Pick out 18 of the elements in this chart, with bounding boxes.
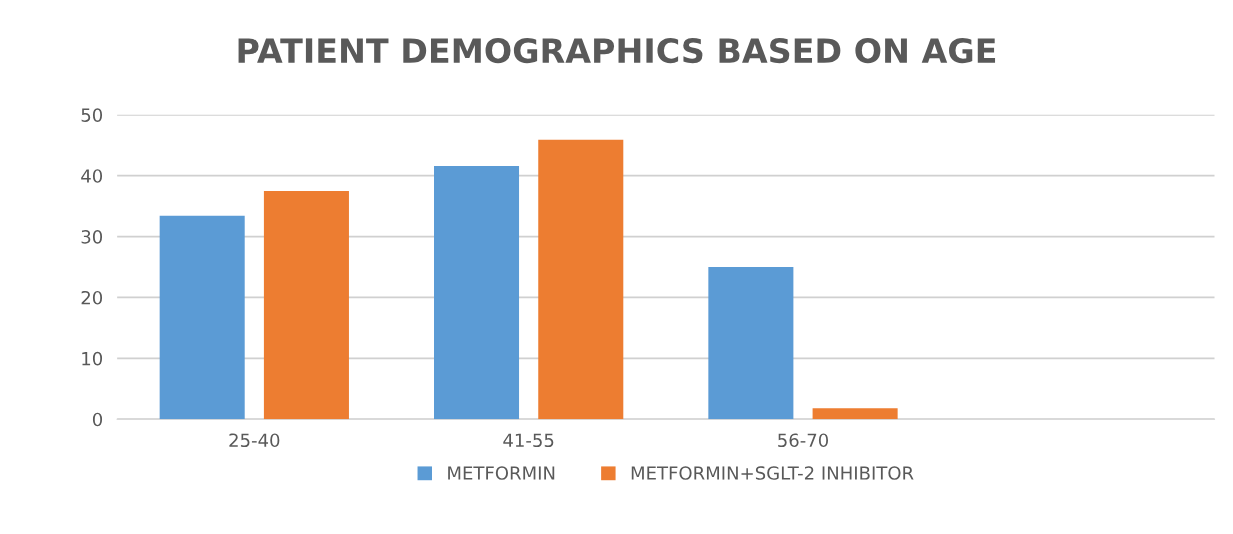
bar	[263, 190, 349, 420]
y-tick-label: 50	[81, 108, 103, 122]
x-tick-label: 56-70	[778, 433, 829, 448]
x-tick-label: 25-40	[229, 433, 280, 448]
legend-label: METFORMIN	[448, 466, 555, 480]
y-tick-label: 30	[81, 230, 103, 244]
y-tick-label: 40	[81, 169, 103, 183]
y-tick-label: 20	[81, 290, 103, 305]
chart-title: PATIENT DEMOGRAPHICS BASED ON AGE	[238, 37, 996, 64]
bar	[708, 267, 794, 420]
bar	[538, 139, 624, 420]
legend-label: METFORMIN+SGLT-2 INHIBITOR	[631, 466, 914, 480]
bar	[159, 215, 245, 420]
y-tick-label: 10	[82, 351, 103, 366]
x-tick-label: 41-55	[503, 433, 554, 448]
bar	[434, 165, 520, 420]
bar	[812, 408, 898, 420]
y-tick-label: 0	[92, 412, 103, 427]
